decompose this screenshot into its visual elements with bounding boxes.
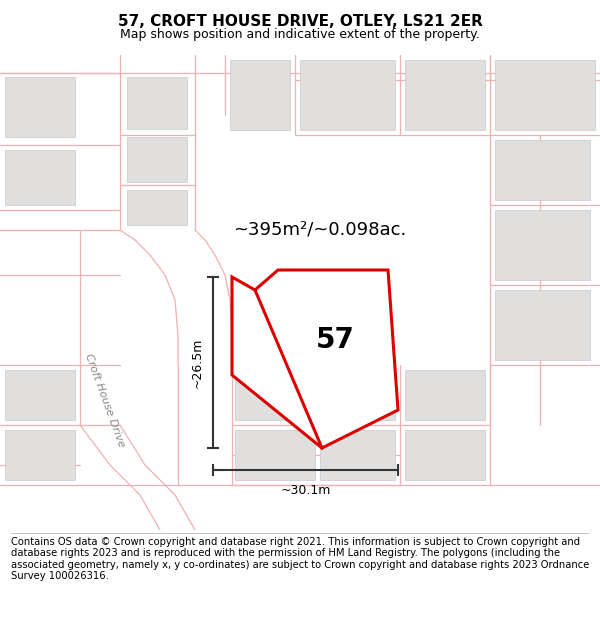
Bar — [235, 370, 315, 420]
Bar — [495, 140, 590, 200]
Bar — [320, 430, 395, 480]
Bar — [230, 60, 290, 130]
Bar — [235, 430, 315, 480]
Bar — [495, 290, 590, 360]
Text: Contains OS data © Crown copyright and database right 2021. This information is : Contains OS data © Crown copyright and d… — [11, 537, 589, 581]
Text: ~30.1m: ~30.1m — [280, 484, 331, 497]
Text: 57: 57 — [316, 326, 355, 354]
Bar — [405, 370, 485, 420]
Bar — [5, 370, 75, 420]
Text: Map shows position and indicative extent of the property.: Map shows position and indicative extent… — [120, 28, 480, 41]
Text: Croft House Drive: Croft House Drive — [83, 352, 127, 448]
Text: ~395m²/~0.098ac.: ~395m²/~0.098ac. — [233, 221, 407, 239]
Text: ~26.5m: ~26.5m — [191, 338, 203, 388]
Bar — [495, 60, 595, 130]
Bar — [127, 77, 187, 129]
Polygon shape — [232, 270, 398, 448]
Bar — [405, 430, 485, 480]
Bar — [5, 77, 75, 137]
Bar — [127, 190, 187, 225]
Bar — [405, 60, 485, 130]
Bar — [127, 137, 187, 182]
Text: 57, CROFT HOUSE DRIVE, OTLEY, LS21 2ER: 57, CROFT HOUSE DRIVE, OTLEY, LS21 2ER — [118, 14, 482, 29]
Bar — [320, 370, 395, 420]
Bar — [5, 150, 75, 205]
Bar — [5, 430, 75, 480]
Bar — [300, 60, 395, 130]
Bar — [495, 210, 590, 280]
